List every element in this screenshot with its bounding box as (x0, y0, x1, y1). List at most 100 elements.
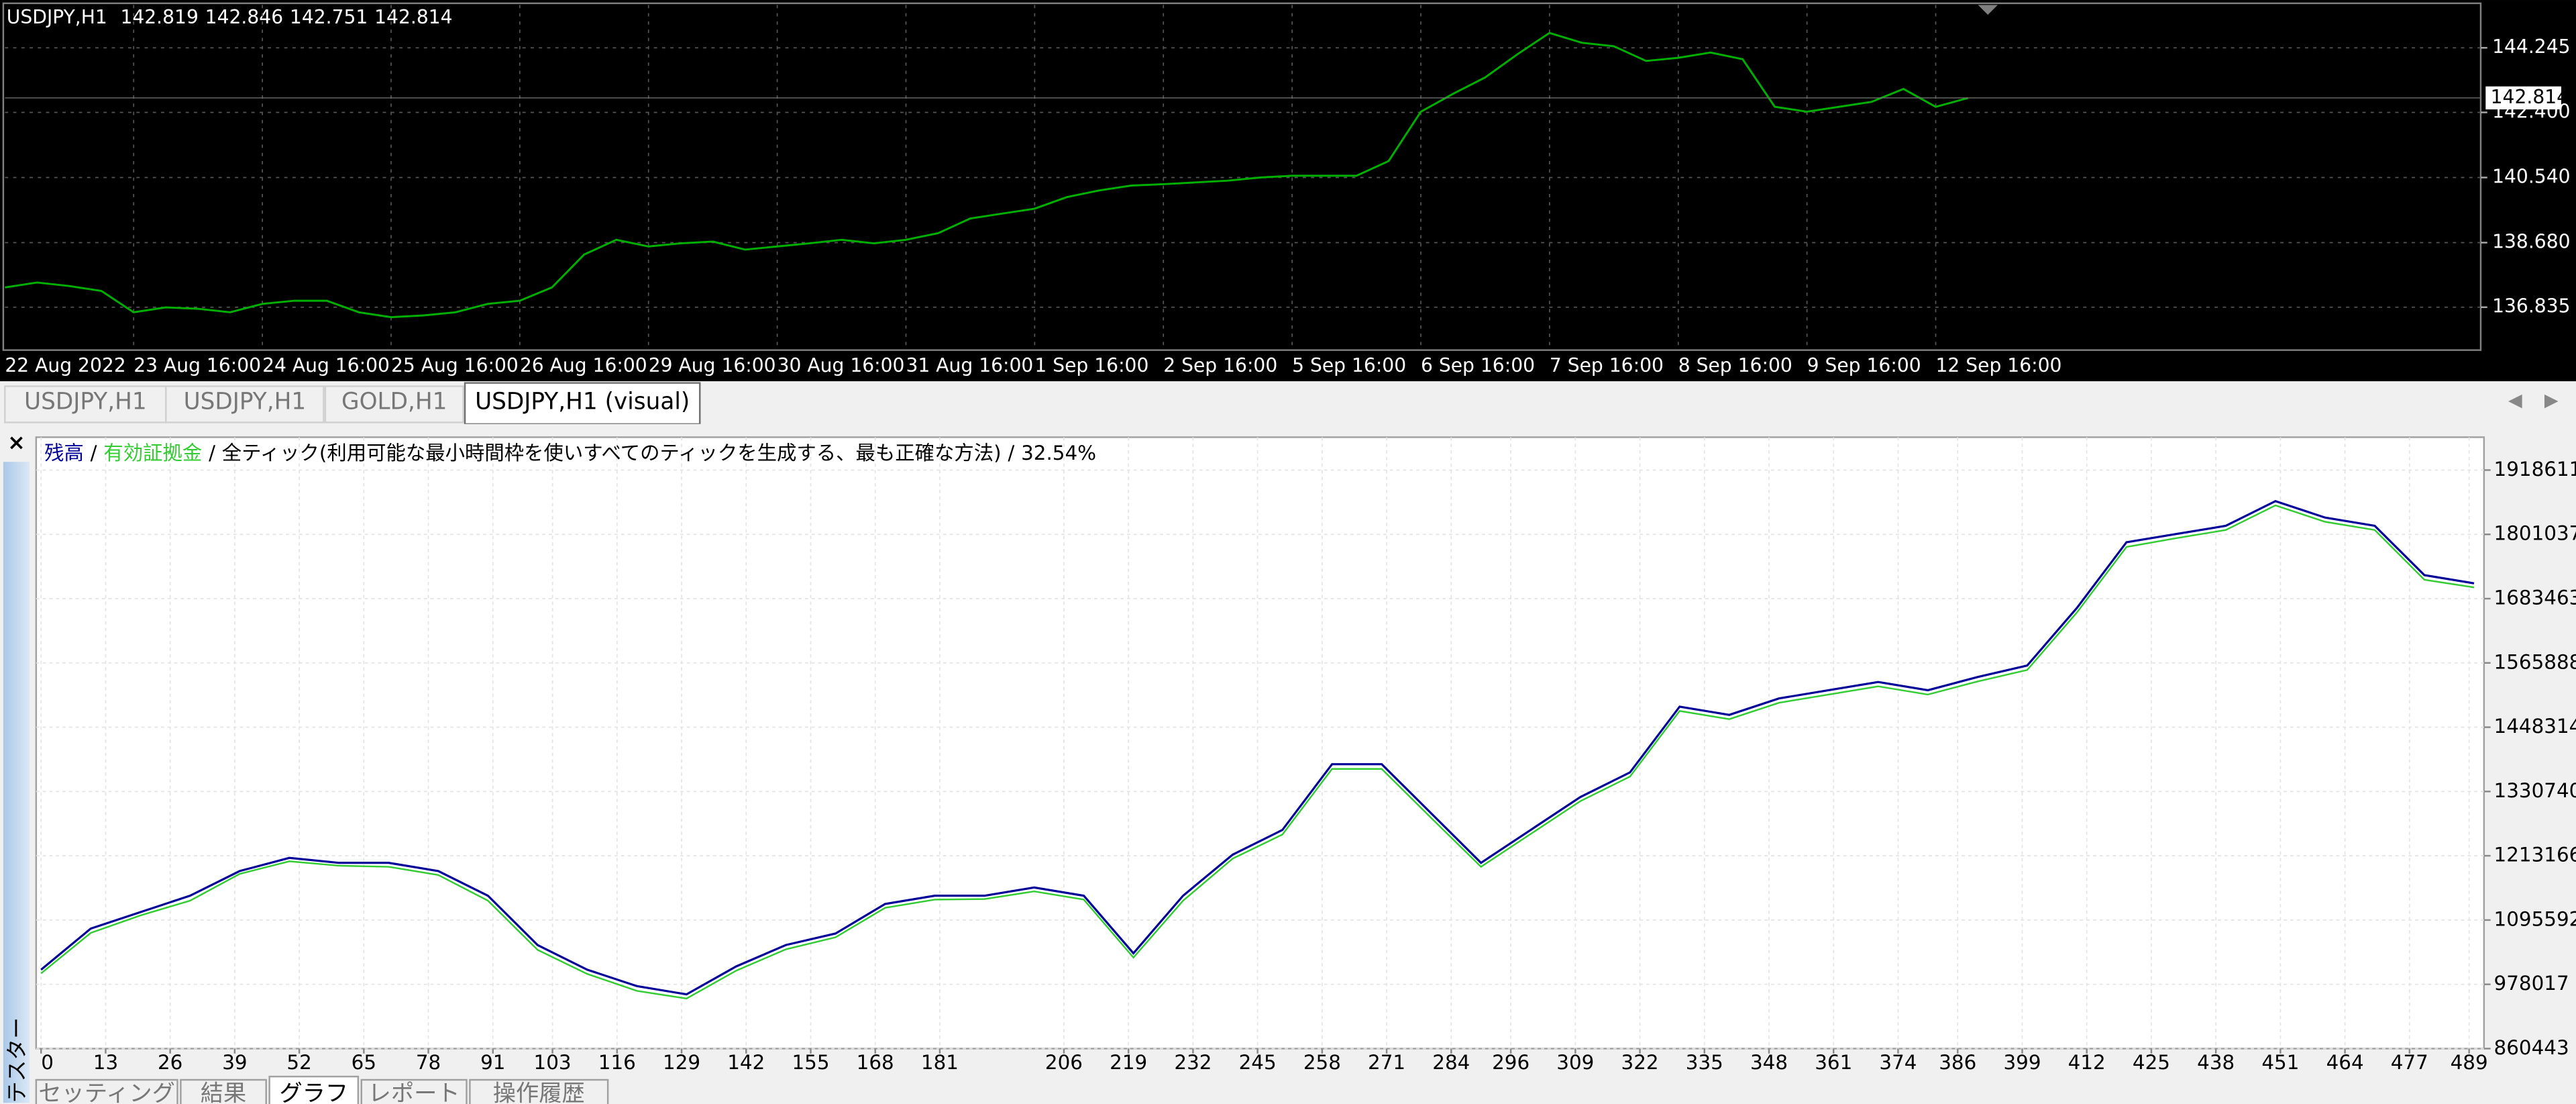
x-tick-label: 0 (41, 1051, 54, 1074)
legend-separator: / (209, 441, 215, 464)
tester-strip (3, 462, 30, 1103)
tab-label[interactable]: USDJPY,H1 (24, 389, 147, 415)
modeling-quality: 32.54% (1021, 441, 1096, 464)
current-price-label: 142.814 (2491, 86, 2569, 108)
x-tick-label: 361 (1815, 1051, 1852, 1074)
x-tick-label: 5 Sep 16:00 (1292, 354, 1406, 377)
x-tick-label: 24 Aug 16:00 (262, 354, 390, 377)
x-tick-label: 39 (222, 1051, 247, 1074)
equity-line (40, 504, 2475, 1000)
x-tick-label: 9 Sep 16:00 (1807, 354, 1921, 377)
equity-layer: 860443 978017 1095592 1213166 1330740 1448314… (36, 437, 2576, 1074)
x-tick-label: 271 (1368, 1051, 1405, 1074)
x-tick-label: 30 Aug 16:00 (777, 354, 905, 377)
x-tick-label: 258 (1303, 1051, 1341, 1074)
tester-tab-label[interactable]: 結果 (201, 1081, 247, 1104)
x-tick-label: 116 (598, 1051, 636, 1074)
y-tick-label: 860443 (2494, 1036, 2569, 1059)
tester-tab[interactable] (360, 1078, 468, 1104)
tab-scroll-right[interactable]: ▶ (2544, 390, 2559, 411)
x-tick-label: 477 (2391, 1051, 2428, 1074)
x-tick-label: 78 (416, 1051, 441, 1074)
current-price-box (2485, 86, 2561, 110)
x-tick-label: 25 Aug 16:00 (391, 354, 519, 377)
legend-separator: / (1008, 441, 1014, 464)
close: 142.814 (374, 6, 452, 28)
tab-label[interactable]: USDJPY,H1 (visual) (475, 389, 690, 415)
x-tick-label: 12 Sep 16:00 (1936, 354, 2062, 377)
x-tick-label: 168 (857, 1051, 894, 1074)
tab-label[interactable]: GOLD,H1 (341, 389, 447, 415)
price-plot-frame (2, 2, 2482, 351)
x-tick-label: 2 Sep 16:00 (1163, 354, 1277, 377)
x-tick-label: 335 (1686, 1051, 1723, 1074)
tab[interactable] (324, 385, 464, 423)
price-line (5, 32, 1968, 319)
x-tick-label: 438 (2197, 1051, 2235, 1074)
tester-tab-label[interactable]: レポート (368, 1081, 460, 1104)
x-tick-label: 489 (2451, 1051, 2488, 1074)
y-tick-label: 1448314 (2494, 715, 2576, 738)
open: 142.819 (120, 6, 198, 28)
x-tick-label: 322 (1621, 1051, 1659, 1074)
y-tick-label: 144.245 (2492, 36, 2570, 58)
x-tick-label: 399 (2003, 1051, 2041, 1074)
x-tick-label: 181 (921, 1051, 959, 1074)
x-tick-label: 155 (792, 1051, 829, 1074)
x-tick-label: 206 (1045, 1051, 1083, 1074)
x-tick-label: 103 (534, 1051, 572, 1074)
tab-label[interactable]: USDJPY,H1 (184, 389, 307, 415)
x-tick-label: 386 (1939, 1051, 1976, 1074)
x-tick-label: 374 (1879, 1051, 1917, 1074)
x-tick-label: 129 (663, 1051, 700, 1074)
x-tick-label: 6 Sep 16:00 (1421, 354, 1535, 377)
x-tick-label: 219 (1110, 1051, 1147, 1074)
x-tick-label: 65 (352, 1051, 376, 1074)
x-tick-label: 23 Aug 16:00 (133, 354, 261, 377)
x-tick-label: 464 (2326, 1051, 2364, 1074)
y-tick-label: 1330740 (2494, 779, 2576, 802)
tab[interactable] (165, 385, 325, 423)
x-tick-label: 31 Aug 16:00 (906, 354, 1033, 377)
tab-scroll-left[interactable]: ◀ (2508, 390, 2522, 411)
modeling-description: 全ティック(利用可能な最小時間枠を使いすべてのティックを生成する、最も正確な方法… (222, 441, 1002, 464)
price-panel (0, 0, 2576, 382)
shift-marker (1978, 5, 1998, 15)
x-tick-label: 284 (1432, 1051, 1470, 1074)
x-tick-label: 1 Sep 16:00 (1034, 354, 1148, 377)
x-tick-label: 348 (1750, 1051, 1788, 1074)
tester-label: テスター (4, 1017, 30, 1103)
tester-tab[interactable] (469, 1078, 609, 1104)
y-tick-label: 1213166 (2494, 844, 2576, 866)
chart-tabs: USDJPY,H1 USDJPY,H1 GOLD,H1 USDJPY,H1 (visu… (4, 382, 701, 425)
x-tick-label: 425 (2133, 1051, 2170, 1074)
legend-separator: / (91, 441, 97, 464)
tester-tab-label[interactable]: グラフ (279, 1081, 348, 1104)
x-tick-label: 29 Aug 16:00 (649, 354, 776, 377)
y-tick-label: 1801037 (2494, 522, 2576, 545)
tester-tab-label[interactable]: 操作履歴 (493, 1081, 585, 1104)
y-tick-label: 136.835 (2492, 295, 2570, 317)
x-tick-label: 245 (1239, 1051, 1277, 1074)
tester-tab[interactable] (268, 1075, 360, 1104)
x-tick-label: 13 (93, 1051, 118, 1074)
y-tick-label: 1565888 (2494, 650, 2576, 673)
x-tick-label: 296 (1492, 1051, 1529, 1074)
legend-entry: 有効証拠金 (103, 441, 202, 464)
balance-line (40, 500, 2475, 996)
x-tick-label: 26 Aug 16:00 (520, 354, 647, 377)
tester-tab[interactable] (35, 1078, 178, 1104)
x-tick-label: 232 (1174, 1051, 1212, 1074)
equity-plot (35, 436, 2485, 1050)
x-tick-label: 142 (727, 1051, 765, 1074)
tab[interactable] (464, 382, 701, 425)
close-button[interactable]: × (7, 430, 25, 455)
tester-tab[interactable] (180, 1078, 267, 1104)
x-tick-label: 52 (286, 1051, 311, 1074)
y-tick-label: 1918611 (2494, 458, 2576, 481)
price-header: USDJPY,H1 142.819 142.846 142.751 142.814 (7, 6, 453, 28)
tester-tab-label[interactable]: セッティング (38, 1081, 175, 1104)
y-tick-label: 978017 (2494, 972, 2569, 995)
